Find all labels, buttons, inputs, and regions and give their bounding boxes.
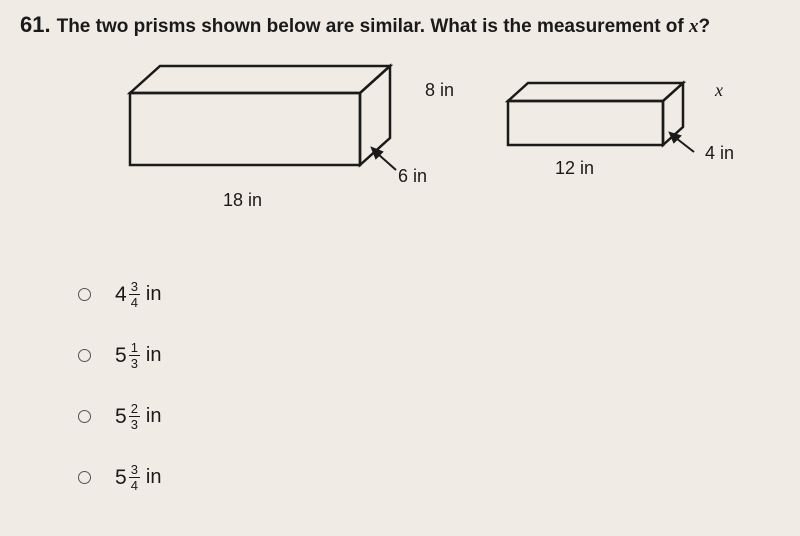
option-c[interactable]: 5 23 in (78, 402, 162, 431)
question-header: 61. The two prisms shown below are simil… (20, 12, 710, 38)
option-a[interactable]: 4 34 in (78, 280, 162, 309)
question-number: 61. (20, 12, 51, 38)
diagram-area: 8 in 6 in 18 in x 4 in 12 in (0, 58, 800, 208)
question-text: The two prisms shown below are similar. … (57, 16, 711, 38)
answer-options: 4 34 in 5 13 in 5 23 in 5 34 in (78, 280, 162, 524)
large-prism (120, 58, 400, 178)
small-depth-label: 4 in (705, 143, 734, 164)
radio-icon (78, 471, 91, 484)
small-width-label: 12 in (555, 158, 594, 179)
small-height-label: x (715, 80, 723, 101)
large-height-label: 8 in (425, 80, 454, 101)
radio-icon (78, 349, 91, 362)
option-b[interactable]: 5 13 in (78, 341, 162, 370)
radio-icon (78, 410, 91, 423)
large-depth-label: 6 in (398, 166, 427, 187)
option-d[interactable]: 5 34 in (78, 463, 162, 492)
radio-icon (78, 288, 91, 301)
small-prism (500, 76, 700, 156)
large-width-label: 18 in (223, 190, 262, 211)
